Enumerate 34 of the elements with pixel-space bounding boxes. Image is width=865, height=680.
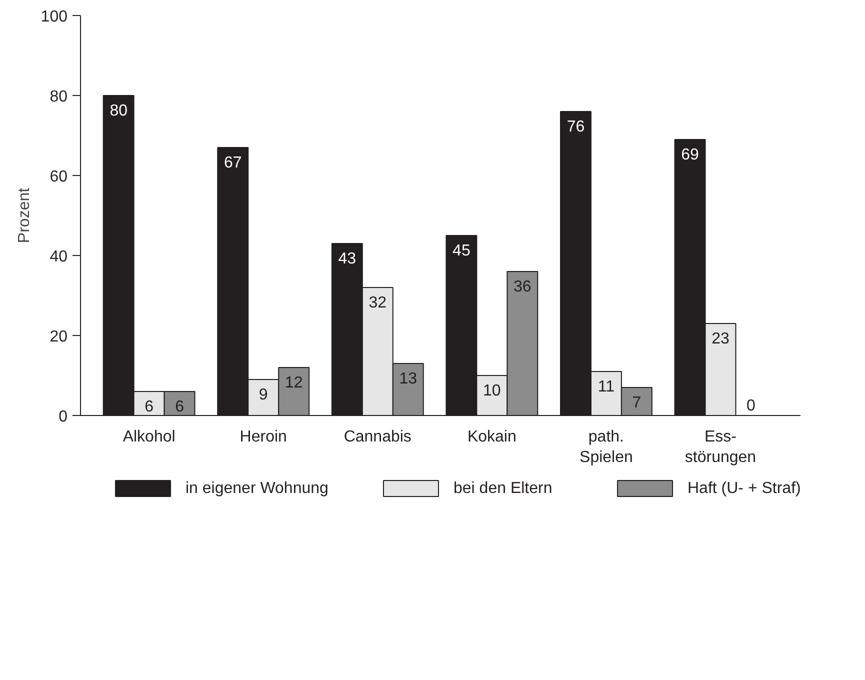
data-label: 7 xyxy=(632,394,642,412)
x-tick-label: path. Spielen xyxy=(580,428,633,466)
x-tick-label: Heroin xyxy=(240,428,287,446)
legend-label: in eigener Wohnung xyxy=(186,480,328,497)
x-tick-label: Alkohol xyxy=(122,428,176,446)
data-label: 0 xyxy=(746,398,756,414)
x-tick-label: Ess- störungen xyxy=(684,428,756,466)
data-label: 10 xyxy=(483,382,501,400)
legend-label: Haft (U- + Straf) xyxy=(688,480,801,497)
data-label: 67 xyxy=(224,154,242,172)
y-axis-title: Prozent xyxy=(16,187,33,244)
x-tick-label: Kokain xyxy=(467,428,516,446)
data-label: 76 xyxy=(566,118,585,136)
legend-label: bei den Eltern xyxy=(454,480,552,497)
data-label: 32 xyxy=(368,294,387,312)
data-label: 12 xyxy=(284,374,303,392)
x-tick-label: Cannabis xyxy=(344,428,412,446)
data-label: 43 xyxy=(338,250,356,268)
data-label: 6 xyxy=(144,398,154,416)
data-label: 11 xyxy=(598,378,615,396)
data-label: 13 xyxy=(399,370,418,388)
y-tick-label: 100 xyxy=(40,8,68,26)
data-label: 23 xyxy=(712,330,730,348)
y-tick-label: 40 xyxy=(50,248,68,266)
y-tick-label: 80 xyxy=(50,88,68,106)
y-tick-label: 20 xyxy=(50,328,68,346)
y-tick-label: 60 xyxy=(50,168,68,186)
data-label: 80 xyxy=(110,102,128,120)
data-label: 6 xyxy=(175,398,184,416)
data-label: 36 xyxy=(514,278,532,296)
data-label: 45 xyxy=(452,242,470,260)
y-tick-label: 0 xyxy=(58,408,68,426)
data-label: 69 xyxy=(681,146,700,164)
data-label: 9 xyxy=(258,386,268,404)
